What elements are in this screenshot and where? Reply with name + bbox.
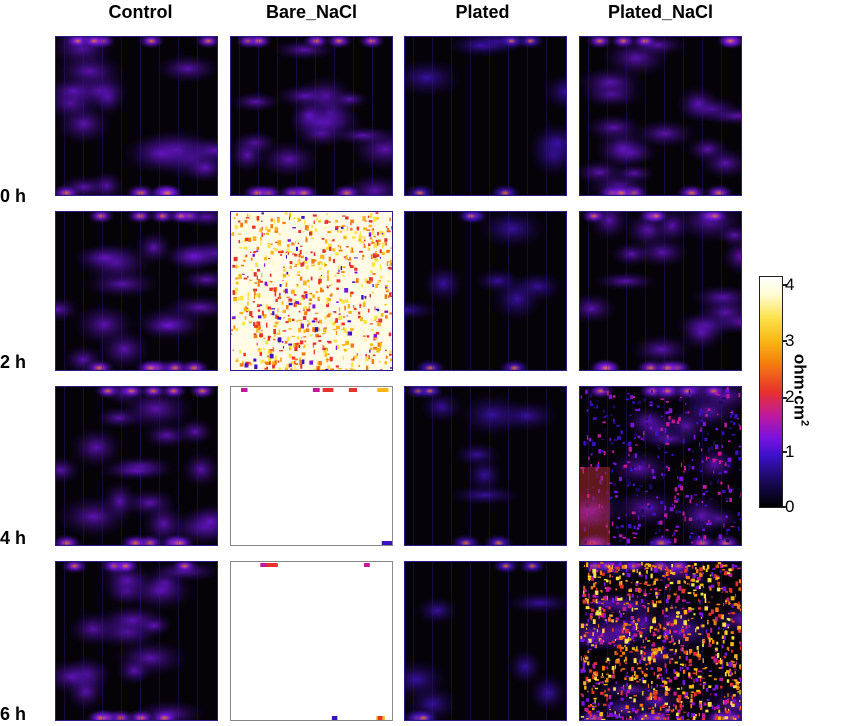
row-label-4h: 4 h [0,528,27,548]
colorbar-tick-3: 3 [785,331,795,350]
heatmap-tile-plated-0h [404,36,567,196]
row-label-2h: 2 h [0,352,27,372]
column-title-plated-nacl: Plated_NaCl [607,2,714,22]
row-label-0h: 0 h [0,186,27,206]
heatmap-tile-plated-4h [404,386,567,546]
heatmap-tile-plated-nacl-4h [579,386,742,546]
row-label-6h: 6 h [0,704,27,724]
heatmap-tile-bare-nacl-4h [230,386,393,546]
column-title-bare-nacl: Bare_NaCl [265,2,358,22]
heatmap-tile-control-0h [55,36,218,196]
heatmap-tile-plated-6h [404,561,567,721]
colorbar-tick-2: 2 [785,387,795,406]
heatmap-tile-plated-nacl-6h [579,561,742,721]
colorbar-tick-0: 0 [785,497,795,516]
colorbar-unit-label: ohm·cm2 [790,353,811,427]
heatmap-tile-control-4h [55,386,218,546]
heatmap-tile-plated-nacl-2h [579,211,742,371]
heatmap-tile-control-6h [55,561,218,721]
heatmap-tile-control-2h [55,211,218,371]
heatmap-tile-bare-nacl-2h [230,211,393,371]
column-title-control: Control [108,2,173,22]
colorbar-tick-4: 4 [785,275,795,294]
heatmap-tile-plated-nacl-0h [579,36,742,196]
column-title-plated: Plated [455,2,510,22]
heatmap-tile-bare-nacl-6h [230,561,393,721]
colorbar [759,276,783,508]
colorbar-tick-1: 1 [785,442,795,461]
heatmap-tile-plated-2h [404,211,567,371]
heatmap-tile-bare-nacl-0h [230,36,393,196]
